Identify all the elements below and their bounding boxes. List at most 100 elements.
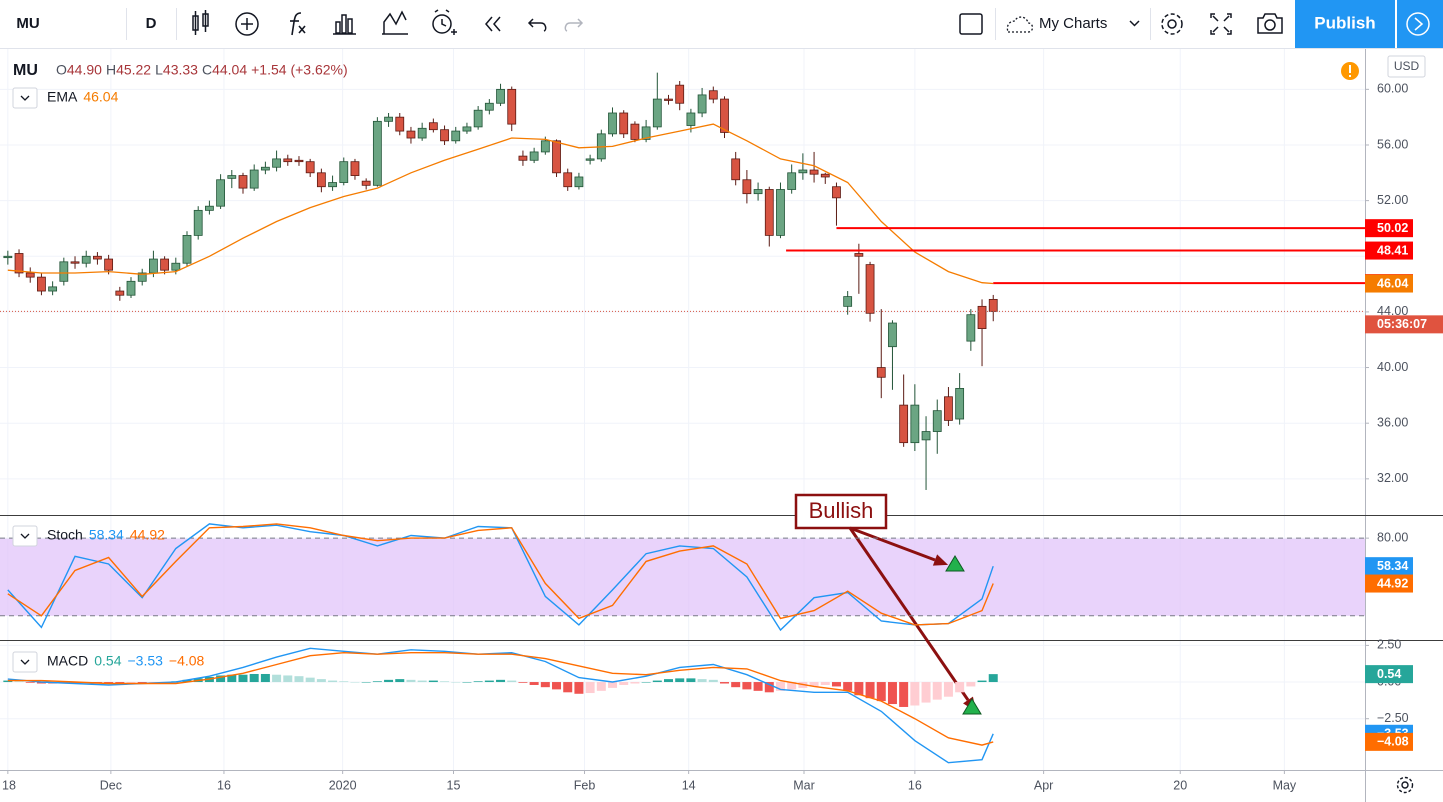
candle-body	[305, 161, 315, 174]
candle-body	[865, 264, 875, 314]
time-axis-settings[interactable]	[1396, 776, 1414, 794]
x-tick-label: 16	[908, 778, 922, 792]
candle-body	[283, 158, 293, 163]
candle-body	[697, 94, 707, 114]
candle-body	[227, 175, 237, 179]
candle-body	[496, 88, 505, 104]
candle-body	[585, 158, 595, 161]
legend-indicator-value: 58.34	[89, 527, 124, 543]
x-tick-label: Dec	[100, 778, 122, 792]
candle-body	[25, 272, 35, 278]
stoch-line	[7, 523, 994, 626]
symbol-button[interactable]: MU	[16, 15, 39, 32]
candle-body	[316, 172, 326, 188]
candle-body	[608, 112, 617, 135]
currency-box[interactable]	[1387, 55, 1426, 78]
histogram-bar	[820, 682, 830, 685]
replay-button[interactable]	[485, 16, 501, 32]
histogram-bar	[921, 682, 931, 703]
macd-line	[7, 651, 994, 746]
histogram-bar	[943, 682, 953, 697]
axis-value-label: 48.41	[1377, 243, 1408, 257]
histogram-bar	[216, 675, 226, 683]
candle-body	[395, 116, 405, 132]
y-tick-label: 36.00	[1377, 415, 1408, 429]
publish-menu-button[interactable]	[1397, 0, 1443, 48]
legend-key: L	[155, 62, 163, 78]
candle-body	[193, 209, 203, 236]
play-icon	[1406, 12, 1430, 36]
candle-body	[988, 298, 998, 312]
candle-body	[966, 314, 976, 342]
legend-toggle[interactable]	[12, 651, 38, 673]
x-tick-label: 20	[1173, 778, 1187, 792]
chart-style-button[interactable]	[192, 10, 209, 35]
legend-indicator-name: Stoch	[47, 527, 83, 543]
my-charts-button[interactable]: My Charts	[1039, 15, 1107, 32]
histogram-bar	[260, 673, 270, 683]
legend-value: 44.90	[67, 62, 102, 78]
replay-chart-button[interactable]	[382, 10, 408, 35]
candle-body	[37, 276, 46, 292]
histogram-bar	[462, 682, 472, 683]
candle-body	[204, 205, 214, 211]
annotation-arrow	[848, 527, 970, 701]
candle-body	[742, 179, 752, 195]
histogram-bar	[596, 682, 606, 691]
histogram-bar	[14, 681, 24, 683]
y-tick-label: 40.00	[1377, 360, 1408, 374]
histogram-bar	[630, 682, 640, 684]
candle-body	[574, 176, 584, 188]
candle-body	[652, 98, 662, 128]
histogram-bar	[496, 679, 506, 683]
candle-body	[126, 280, 136, 296]
alert-button[interactable]	[432, 9, 457, 35]
x-tick-label: 14	[682, 778, 696, 792]
undo-button[interactable]	[527, 18, 547, 32]
redo-button[interactable]	[564, 18, 584, 32]
candle-body	[216, 179, 225, 207]
y-tick-label: 44.00	[1377, 304, 1408, 318]
y-tick-label: 2.50	[1377, 638, 1401, 652]
histogram-bar	[395, 679, 405, 683]
histogram-bar	[731, 682, 741, 688]
x-tick-label: 18	[2, 778, 16, 792]
templates-button[interactable]	[333, 14, 356, 35]
candle-body	[14, 253, 24, 274]
macd-line	[7, 647, 994, 764]
publish-label[interactable]: Publish	[1314, 13, 1375, 32]
histogram-bar	[473, 681, 483, 683]
layout-button[interactable]	[959, 13, 983, 35]
candle-body	[675, 84, 685, 104]
compare-button[interactable]	[235, 12, 259, 36]
candle-body	[160, 258, 170, 271]
publish-button[interactable]	[1295, 0, 1395, 48]
candle-body	[563, 172, 573, 188]
settings-button[interactable]	[1161, 13, 1183, 35]
candle-body	[473, 109, 483, 128]
legend-toggle[interactable]	[12, 87, 38, 109]
indicators-button[interactable]	[290, 12, 306, 36]
legend-toggle[interactable]	[12, 525, 38, 547]
legend-indicator-name: MACD	[47, 653, 88, 669]
candle-body	[899, 404, 909, 444]
fullscreen-button[interactable]	[1210, 13, 1232, 35]
histogram-bar	[719, 682, 729, 684]
legend-indicator-value: −4.08	[169, 653, 205, 669]
candle-body	[451, 130, 461, 142]
histogram-bar	[876, 682, 886, 702]
histogram-bar	[3, 680, 13, 683]
interval-button[interactable]: D	[146, 15, 157, 32]
legend-change: +1.54 (+3.62%)	[251, 62, 348, 78]
histogram-bar	[529, 682, 539, 685]
candle-body	[753, 189, 763, 195]
snapshot-button[interactable]	[1257, 13, 1283, 34]
histogram-bar	[664, 679, 674, 683]
axis-value-box	[1365, 732, 1413, 751]
candle-body	[104, 258, 114, 271]
candle-body	[149, 258, 158, 274]
legend-indicator-value: 44.92	[130, 527, 165, 543]
axis-value-label: −4.08	[1377, 735, 1409, 749]
legend-chevron	[20, 95, 30, 101]
